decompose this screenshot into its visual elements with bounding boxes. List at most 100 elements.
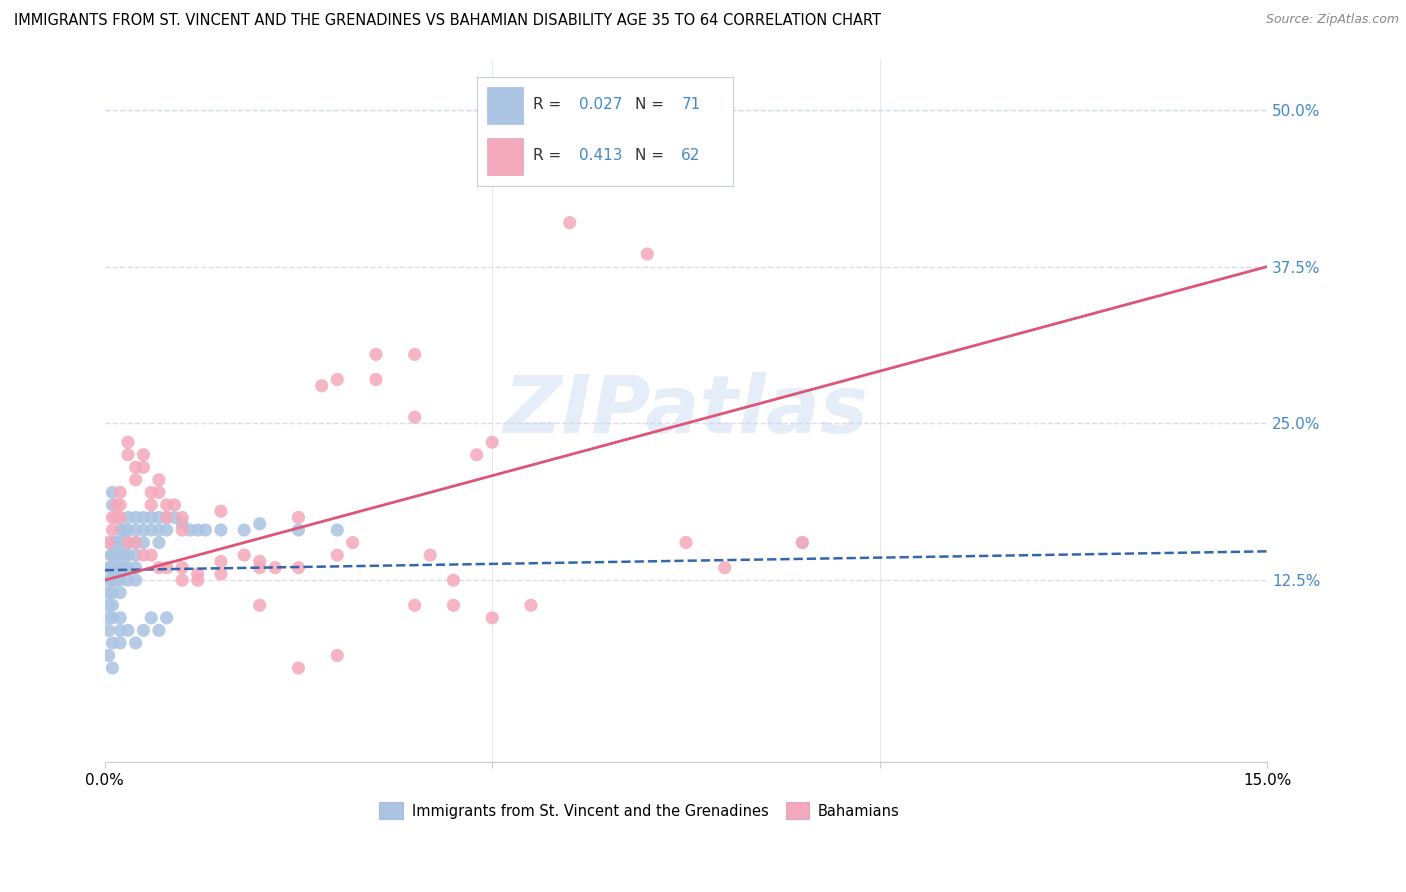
Point <box>209 566 232 581</box>
Point <box>108 573 131 587</box>
Point <box>108 560 131 574</box>
Point <box>148 485 170 500</box>
Point <box>326 548 349 562</box>
Point <box>132 535 155 549</box>
Point <box>156 560 179 574</box>
Point <box>443 573 465 587</box>
Point <box>108 624 131 638</box>
Point <box>105 510 128 524</box>
Point <box>326 648 349 663</box>
Point <box>125 560 148 574</box>
Point <box>117 548 139 562</box>
Point <box>249 599 271 613</box>
Point <box>132 624 155 638</box>
Point <box>148 523 170 537</box>
Point <box>713 560 735 574</box>
Point <box>141 611 163 625</box>
Point <box>108 498 131 512</box>
Point <box>156 510 179 524</box>
Point <box>125 510 148 524</box>
Point <box>209 523 232 537</box>
Point <box>287 510 309 524</box>
Point <box>233 523 256 537</box>
Point <box>100 560 122 574</box>
Point <box>97 535 120 549</box>
Point <box>326 523 349 537</box>
Point <box>287 661 309 675</box>
Point <box>172 560 194 574</box>
Point <box>287 560 309 574</box>
Point <box>132 510 155 524</box>
Point <box>101 573 124 587</box>
Point <box>172 510 194 524</box>
Point <box>163 510 186 524</box>
Point <box>112 560 135 574</box>
Point <box>117 535 139 549</box>
Point <box>172 516 194 531</box>
Point <box>558 216 581 230</box>
Point <box>108 535 131 549</box>
Point <box>112 548 135 562</box>
Point <box>101 586 124 600</box>
Text: Source: ZipAtlas.com: Source: ZipAtlas.com <box>1265 13 1399 27</box>
Point <box>148 510 170 524</box>
Point <box>105 498 128 512</box>
Text: ZIPatlas: ZIPatlas <box>503 372 869 450</box>
Point <box>141 485 163 500</box>
Point <box>117 560 139 574</box>
Point <box>404 347 426 361</box>
Point <box>148 624 170 638</box>
Point <box>172 523 194 537</box>
Point <box>117 523 139 537</box>
Point <box>112 523 135 537</box>
Point <box>101 523 124 537</box>
Point <box>108 485 131 500</box>
Point <box>465 448 488 462</box>
Point <box>364 372 387 386</box>
Point <box>101 611 124 625</box>
Point <box>101 661 124 675</box>
Point <box>125 523 148 537</box>
Point <box>148 535 170 549</box>
Point <box>249 516 271 531</box>
Point <box>101 535 124 549</box>
Point <box>342 535 364 549</box>
Point <box>419 548 441 562</box>
Point <box>209 554 232 568</box>
Point <box>117 510 139 524</box>
Point <box>141 510 163 524</box>
Point <box>156 523 179 537</box>
Point <box>108 611 131 625</box>
Point <box>141 548 163 562</box>
Point <box>187 566 209 581</box>
Point <box>194 523 217 537</box>
Point <box>520 599 543 613</box>
Point <box>101 498 124 512</box>
Point <box>97 648 120 663</box>
Legend: Immigrants from St. Vincent and the Grenadines, Bahamians: Immigrants from St. Vincent and the Gren… <box>374 797 905 825</box>
Point <box>97 586 120 600</box>
Point <box>108 510 131 524</box>
Point <box>108 586 131 600</box>
Point <box>179 523 201 537</box>
Point <box>172 573 194 587</box>
Point <box>156 611 179 625</box>
Point <box>117 573 139 587</box>
Point <box>125 636 148 650</box>
Point <box>636 247 658 261</box>
Point <box>105 548 128 562</box>
Point <box>132 523 155 537</box>
Point <box>326 372 349 386</box>
Point <box>156 498 179 512</box>
Point <box>132 460 155 475</box>
Point <box>598 146 620 161</box>
Point <box>125 573 148 587</box>
Point <box>792 535 814 549</box>
Point <box>117 435 139 450</box>
Point <box>187 573 209 587</box>
Point <box>125 460 148 475</box>
Point <box>105 560 128 574</box>
Point <box>163 498 186 512</box>
Point <box>125 548 148 562</box>
Point <box>364 347 387 361</box>
